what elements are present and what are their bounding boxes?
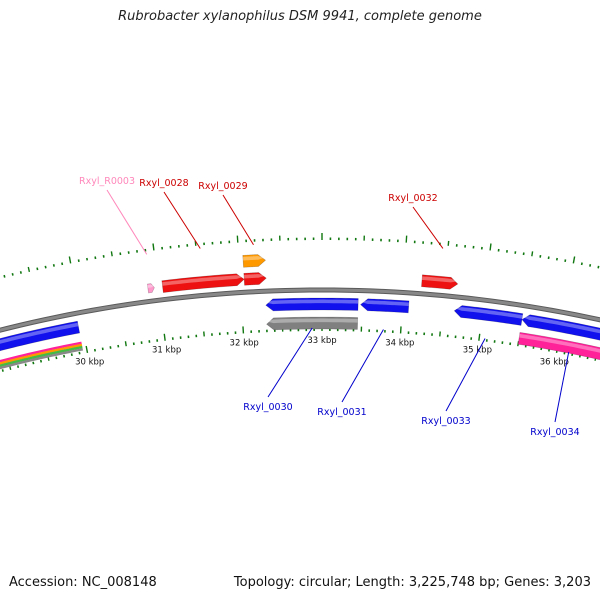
label-leader xyxy=(106,189,148,255)
outer-tick xyxy=(11,272,14,276)
feature-highlight xyxy=(421,276,459,283)
feature-rxyl_0034 xyxy=(521,314,600,341)
gene-label-rxyl_0033[interactable]: Rxyl_0033 xyxy=(421,416,470,427)
feature-rxyl_0030 xyxy=(265,297,359,312)
inner-tick xyxy=(16,365,20,369)
outer-tick xyxy=(44,265,47,269)
label-leader xyxy=(445,338,486,412)
inner-tick xyxy=(124,341,127,347)
feature-highlight xyxy=(519,333,600,353)
feature-pseudo-7 xyxy=(266,316,359,331)
outer-tick xyxy=(3,274,6,278)
inner-tick xyxy=(24,363,27,367)
feature-other-12 xyxy=(517,332,600,361)
outer-tick xyxy=(36,267,39,271)
inner-tick xyxy=(478,333,481,341)
feature-rxyl_r0003 xyxy=(146,283,155,294)
outer-tick xyxy=(597,265,600,269)
outer-tick xyxy=(27,266,31,273)
feature-rrna-5 xyxy=(242,254,266,268)
feature-rxyl_0033 xyxy=(453,305,524,326)
inner-tick xyxy=(32,361,35,365)
outer-tick xyxy=(531,251,534,257)
feature-layer xyxy=(0,254,600,370)
gene-label-rxyl_0028[interactable]: Rxyl_0028 xyxy=(139,178,188,189)
outer-tick xyxy=(572,256,576,264)
label-layer: Rxyl_R0003 Rxyl_0028 Rxyl_0029 Rxyl_0030 Rxy… xyxy=(79,176,580,438)
feature-highlight xyxy=(147,284,155,288)
backbone xyxy=(0,288,600,332)
map-title: Rubrobacter xylanophilus DSM 9941, compl… xyxy=(118,9,482,24)
scale-label: 36 kbp xyxy=(540,358,569,368)
scale-label: 35 kbp xyxy=(463,346,492,356)
feature-highlight xyxy=(266,318,358,324)
label-leader xyxy=(554,352,570,423)
backbone-layer xyxy=(0,287,600,333)
feature-highlight xyxy=(243,274,267,279)
inner-tick xyxy=(63,354,66,358)
tick-layer: 30 kbp 31 kbp 32 kbp 33 kbp 34 kbp 35 kbp 36 k… xyxy=(1,233,600,372)
inner-tick xyxy=(39,359,43,363)
feature-highlight xyxy=(242,256,266,261)
feature-rxyl_0032 xyxy=(421,274,459,290)
feature-highlight xyxy=(162,275,245,286)
outer-tick xyxy=(110,251,113,257)
feature-stripe xyxy=(0,348,84,370)
inner-tick xyxy=(55,356,58,360)
feature-highlight xyxy=(522,316,600,334)
genome-stats-label: Topology: circular; Length: 3,225,748 bp… xyxy=(233,575,591,590)
label-leader xyxy=(267,327,313,398)
scale-label: 33 kbp xyxy=(307,336,336,346)
gene-label-rxyl_0032[interactable]: Rxyl_0032 xyxy=(388,193,437,204)
feature-highlight xyxy=(454,307,523,319)
feature-highlight xyxy=(0,322,79,344)
feature-gene-0 xyxy=(0,320,81,352)
scale-label: 32 kbp xyxy=(230,338,259,348)
gene-label-rxyl_r0003[interactable]: Rxyl_R0003 xyxy=(79,176,135,187)
feature-rxyl_0031 xyxy=(360,298,410,314)
accession-label: Accession: NC_008148 xyxy=(9,575,157,590)
scale-label: 30 kbp xyxy=(75,358,104,368)
scale-label: 31 kbp xyxy=(152,346,181,356)
label-leader xyxy=(341,329,384,403)
feature-highlight xyxy=(360,300,409,307)
feature-highlight xyxy=(265,299,359,305)
outer-tick xyxy=(19,271,22,274)
outer-tick xyxy=(152,243,155,251)
gene-label-rxyl_0030[interactable]: Rxyl_0030 xyxy=(243,402,292,413)
gene-label-rxyl_0031[interactable]: Rxyl_0031 xyxy=(317,407,366,418)
gene-label-rxyl_0029[interactable]: Rxyl_0029 xyxy=(198,181,247,192)
inner-tick xyxy=(85,345,89,353)
inner-tick xyxy=(163,333,166,341)
feature-rxyl_0028 xyxy=(161,273,245,293)
inner-tick xyxy=(517,341,520,347)
label-leader xyxy=(163,191,201,249)
inner-tick xyxy=(1,369,4,372)
feature-rxyl_0029 xyxy=(243,272,267,286)
scale-label: 34 kbp xyxy=(385,338,414,348)
label-leader xyxy=(222,194,254,245)
label-leader xyxy=(412,206,444,249)
gene-label-rxyl_0034[interactable]: Rxyl_0034 xyxy=(530,427,579,438)
outer-tick xyxy=(68,256,72,264)
outer-tick xyxy=(489,243,492,251)
